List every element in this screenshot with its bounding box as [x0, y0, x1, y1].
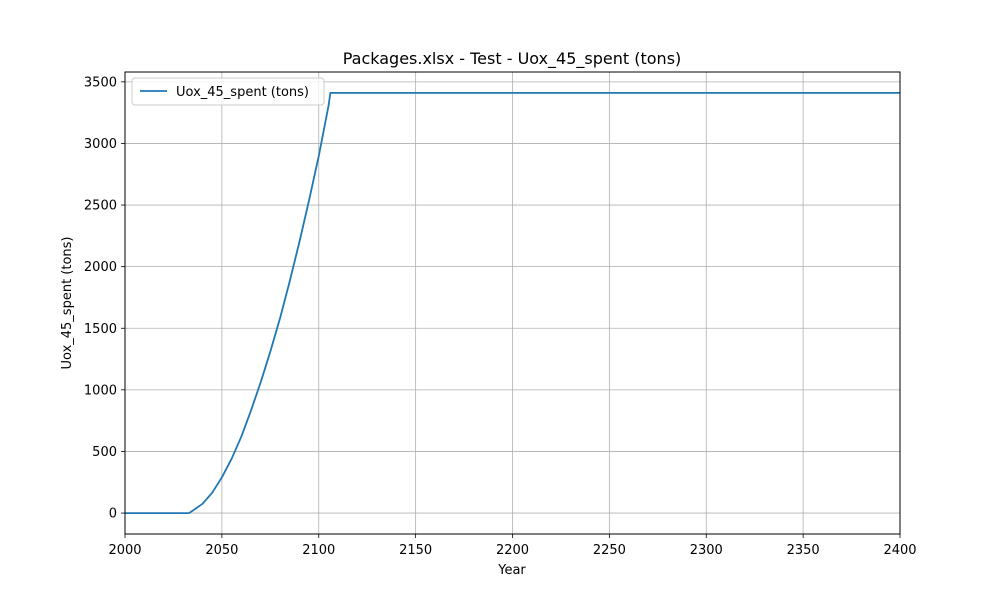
x-tick-label: 2300 — [690, 543, 723, 558]
y-tick-label: 2500 — [84, 199, 117, 214]
series-line — [125, 92, 900, 514]
y-tick-label: 0 — [109, 507, 117, 522]
y-tick-label: 1500 — [84, 322, 117, 337]
x-axis-label: Year — [497, 563, 526, 578]
y-tick-label: 2000 — [84, 260, 117, 275]
x-tick-label: 2150 — [399, 543, 432, 558]
y-axis-label: Uox_45_spent (tons) — [60, 236, 75, 369]
x-axis-ticks: 2000 2050 2100 2150 2200 2250 2300 2350 2400 — [108, 534, 917, 558]
x-tick-label: 2050 — [205, 543, 238, 558]
legend-box — [131, 77, 325, 106]
x-tick-label: 2000 — [108, 543, 141, 558]
legend-label: Uox_45_spent (tons) — [176, 85, 309, 100]
y-tick-label: 1000 — [84, 383, 117, 398]
x-tick-label: 2100 — [302, 543, 335, 558]
x-tick-label: 2400 — [883, 543, 916, 558]
y-tick-label: 500 — [92, 445, 117, 460]
y-axis-ticks: 0 500 1000 1500 2000 2500 3000 3500 — [84, 75, 125, 522]
x-tick-label: 2250 — [593, 543, 626, 558]
chart-title: Packages.xlsx - Test - Uox_45_spent (ton… — [343, 49, 682, 69]
x-tick-label: 2200 — [496, 543, 529, 558]
y-tick-label: 3500 — [84, 75, 117, 90]
y-tick-label: 3000 — [84, 137, 117, 152]
x-tick-label: 2350 — [787, 543, 820, 558]
legend: Uox_45_spent (tons) — [131, 77, 325, 106]
series-layer — [125, 92, 900, 514]
grid — [124, 72, 901, 534]
